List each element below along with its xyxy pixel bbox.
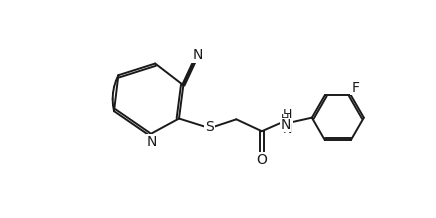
Text: H: H: [281, 114, 290, 124]
Text: N: N: [192, 48, 203, 61]
Text: N: N: [146, 135, 157, 149]
Text: S: S: [205, 120, 214, 134]
Text: H
N: H N: [283, 108, 292, 136]
Text: N: N: [280, 118, 290, 132]
Text: O: O: [256, 153, 267, 167]
Text: F: F: [351, 81, 359, 95]
